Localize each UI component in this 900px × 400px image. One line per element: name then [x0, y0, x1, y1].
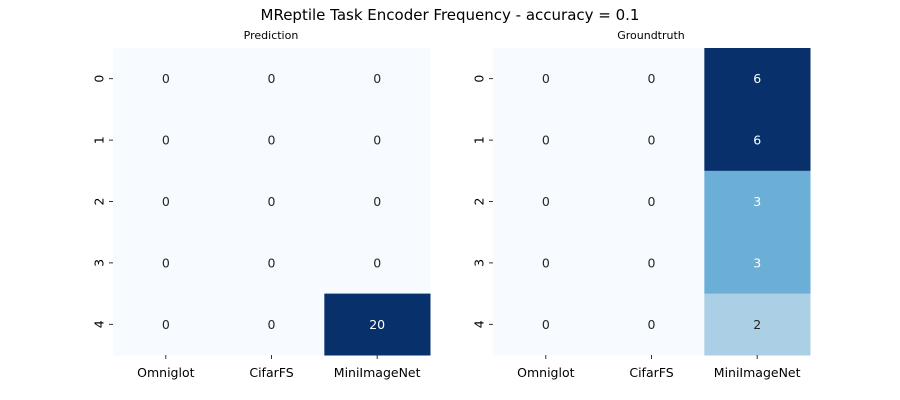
heatmap-cell-value: 0	[648, 317, 656, 332]
heatmap-cell-value: 0	[162, 317, 170, 332]
heatmap-cell-value: 0	[373, 71, 381, 86]
heatmap-cell-value: 3	[753, 194, 761, 209]
heatmap-cell-value: 3	[753, 255, 761, 270]
heatmap-prediction-x-axis: Omniglot CifarFS MiniImageNet	[137, 355, 421, 380]
heatmap-groundtruth-y-axis: 0 1 2 3 4	[472, 75, 493, 328]
y-tick-label: 1	[472, 136, 487, 144]
heatmap-cell	[598, 48, 705, 110]
heatmap-cell-value: 0	[373, 255, 381, 270]
heatmap-cell	[598, 109, 705, 172]
heatmap-cell-value: 0	[648, 194, 656, 209]
heatmap-cell-value: 0	[268, 255, 276, 270]
heatmap-cell-value: 0	[542, 194, 550, 209]
y-tick-label: 0	[92, 75, 107, 83]
x-tick-label: Omniglot	[517, 365, 574, 380]
heatmap-cell	[704, 109, 811, 172]
heatmap-prediction: Prediction 0 0 00 0 00 0 00 0 00 0 20 Omniglot Cifa…	[92, 29, 431, 380]
heatmap-cell-value: 0	[373, 194, 381, 209]
heatmap-cell	[218, 232, 325, 295]
heatmap-cell	[493, 170, 600, 233]
heatmap-cell	[324, 293, 431, 356]
x-tick-label: CifarFS	[249, 365, 293, 380]
heatmap-cell-value: 0	[648, 255, 656, 270]
heatmap-cell-value: 6	[753, 71, 761, 86]
heatmap-cell-value: 0	[542, 317, 550, 332]
x-tick-label: CifarFS	[629, 365, 673, 380]
y-tick-label: 3	[92, 259, 107, 267]
x-tick-label: MiniImageNet	[334, 365, 421, 380]
heatmap-cell-value: 6	[753, 133, 761, 148]
heatmap-groundtruth-title: Groundtruth	[617, 29, 685, 42]
heatmap-cell-value: 0	[268, 133, 276, 148]
heatmap-cell-value: 2	[753, 317, 761, 332]
y-tick-label: 4	[92, 320, 107, 328]
heatmap-cell	[218, 48, 325, 110]
heatmap-prediction-y-axis: 0 1 2 3 4	[92, 75, 113, 328]
heatmap-cell	[704, 170, 811, 233]
heatmap-cell-value: 20	[369, 317, 385, 332]
heatmap-cell-value: 0	[162, 255, 170, 270]
heatmap-cell	[218, 293, 325, 356]
heatmap-cell	[113, 232, 220, 295]
heatmap-cell	[324, 109, 431, 172]
heatmap-cell	[493, 48, 600, 110]
heatmap-cell	[704, 232, 811, 295]
heatmap-cell	[324, 170, 431, 233]
heatmap-prediction-cells: 0 0 0 0 0 0 0 0 0 0 0 0 0 0 20	[113, 48, 431, 356]
heatmap-cell	[113, 293, 220, 356]
heatmap-cell-value: 0	[373, 133, 381, 148]
y-tick-label: 4	[472, 320, 487, 328]
heatmap-cell	[598, 232, 705, 295]
heatmap-cell	[493, 293, 600, 356]
heatmap-cell	[113, 109, 220, 172]
y-tick-label: 0	[472, 75, 487, 83]
heatmap-cell	[113, 48, 220, 110]
heatmap-cell-value: 0	[648, 71, 656, 86]
heatmap-cell	[704, 293, 811, 356]
heatmap-cell-value: 0	[268, 71, 276, 86]
heatmap-groundtruth-cells: 0 0 6 0 0 6 0 0 3 0 0 3 0 0 2	[493, 48, 811, 356]
heatmap-cell-value: 0	[162, 194, 170, 209]
heatmap-cell-value: 0	[542, 255, 550, 270]
heatmap-cell-value: 0	[542, 133, 550, 148]
y-tick-label: 1	[92, 136, 107, 144]
heatmap-cell	[704, 48, 811, 110]
heatmap-cell-value: 0	[268, 317, 276, 332]
heatmap-cell-value: 0	[268, 194, 276, 209]
heatmap-cell	[493, 109, 600, 172]
heatmap-cell	[598, 170, 705, 233]
heatmap-cell	[324, 232, 431, 295]
heatmap-cell	[218, 170, 325, 233]
heatmap-cell-value: 0	[162, 133, 170, 148]
y-tick-label: 2	[472, 198, 487, 206]
x-tick-label: MiniImageNet	[714, 365, 801, 380]
figure-title: MReptile Task Encoder Frequency - accura…	[261, 6, 640, 24]
y-tick-label: 3	[472, 259, 487, 267]
heatmap-cell	[598, 293, 705, 356]
heatmap-cell-value: 0	[542, 71, 550, 86]
heatmap-groundtruth-x-axis: Omniglot CifarFS MiniImageNet	[517, 355, 801, 380]
heatmap-cell-value: 0	[162, 71, 170, 86]
heatmap-prediction-title: Prediction	[244, 29, 299, 42]
heatmap-cell	[324, 48, 431, 110]
heatmap-groundtruth: Groundtruth 0 0 6 0 0 6 0 0 3 0 0 3 0 0 2 Omniglot Cifa…	[472, 29, 811, 380]
x-tick-label: Omniglot	[137, 365, 194, 380]
heatmap-cell	[113, 170, 220, 233]
y-tick-label: 2	[92, 198, 107, 206]
heatmap-cell	[218, 109, 325, 172]
heatmap-cell-value: 0	[648, 133, 656, 148]
heatmap-cell	[493, 232, 600, 295]
